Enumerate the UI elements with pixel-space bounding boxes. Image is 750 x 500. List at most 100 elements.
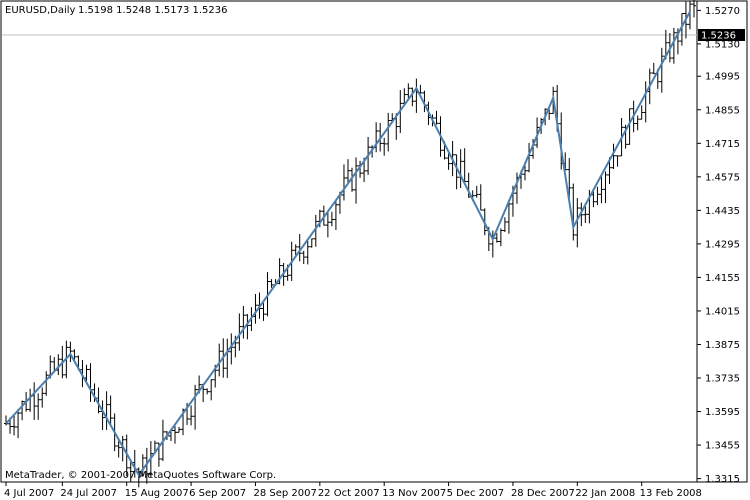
ohlc-bar [406,83,411,99]
ohlc-bar [309,238,314,248]
ohlc-bar [350,167,355,192]
price-tick-label-2: 1.4995 [705,72,740,83]
ohlc-bar [217,343,222,377]
ohlc-bar [341,164,346,201]
ohlc-bar [345,159,350,184]
ohlc-bar [325,211,330,238]
ohlc-bar [20,400,25,421]
ohlc-bar [329,211,334,227]
ohlc-bar [32,382,37,421]
ohlc-bar [402,88,407,105]
ohlc-bar [209,379,214,401]
ohlc-bar [241,306,246,339]
copyright-text: MetaTrader, © 2001-2007 MetaQuotes Softw… [5,470,276,481]
ohlc-bar [414,78,419,113]
price-tick-label-8: 1.4155 [705,273,740,284]
ohlc-bar [36,393,41,420]
ohlc-bar [293,244,298,256]
ohlc-bar [116,440,121,458]
price-tick-label-14: 1.3315 [705,474,740,485]
ohlc-bar [478,184,483,211]
current-price-label-box [698,29,745,41]
ohlc-bar [269,279,274,288]
price-tick-label-11: 1.3735 [705,374,740,385]
ohlc-bar [458,149,463,188]
ohlc-bar [12,413,17,436]
ohlc-bar [687,1,692,30]
ohlc-bar [498,228,503,247]
ohlc-bar [313,214,318,247]
ohlc-bar [434,110,439,125]
time-axis: 4 Jul 2007 24 Jul 2007 15 Aug 2007 6 Sep 20… [4,482,702,499]
ohlc-bar [104,391,109,430]
ohlc-bar [297,234,302,262]
ohlc-bar [177,427,182,433]
time-tick-label-7: 5 Dec 2007 [447,488,505,499]
ohlc-bar [354,157,359,204]
ohlc-bar [691,0,696,18]
ohlc-bar [44,371,49,396]
ohlc-bar [108,395,113,427]
price-tick-label-3: 1.4855 [705,105,740,116]
ohlc-bar [16,408,21,439]
price-tick-label-4: 1.4715 [705,139,740,150]
ohlc-bar [603,171,608,203]
ohlc-bar [205,388,210,395]
ohlc-bar [567,158,572,202]
ohlc-bar [635,115,640,131]
time-tick-label-2: 15 Aug 2007 [125,488,189,499]
ohlc-bar [454,154,459,190]
time-tick-label-3: 6 Sep 2007 [189,488,246,499]
time-tick-label-10: 13 Feb 2008 [640,488,702,499]
ohlc-bar [301,250,306,265]
ohlc-bar [172,426,177,444]
ohlc-bar [446,153,451,170]
ohlc-bar [193,384,198,430]
price-tick-label-9: 1.4015 [705,306,740,317]
ohlc-bar [535,117,540,148]
price-tick-label-5: 1.4575 [705,172,740,183]
price-tick-label-13: 1.3455 [705,441,740,452]
price-tick-label-12: 1.3595 [705,407,740,418]
time-tick-label-6: 13 Nov 2007 [382,488,446,499]
chart-symbol-label: EURUSD,Daily [5,5,76,16]
time-tick-label-4: 28 Sep 2007 [253,488,316,499]
ohlc-values: 1.5198 1.5248 1.5173 1.5236 [78,5,228,16]
ohlc-bar [651,62,656,75]
ohlc-bar [40,387,45,408]
time-tick-label-9: 22 Jan 2008 [575,488,635,499]
time-tick-label-1: 24 Jul 2007 [60,488,117,499]
ohlc-bar [245,314,250,340]
ohlc-bar [189,405,194,426]
ohlc-bar [571,183,576,241]
ohlc-bar [494,233,499,243]
ohlc-bar [679,13,684,46]
ohlc-bar [659,47,664,93]
ohlc-bar [502,217,507,232]
ohlc-bar [671,27,676,64]
ohlc-bar [333,201,338,231]
ohlc-bar [88,363,93,402]
ohlc-bar [144,447,149,484]
ohlc-bar [474,185,479,198]
ohlc-bars [4,0,696,488]
price-tick-label-0: 1.5270 [705,6,740,17]
current-price-label: 1.5236 [701,31,736,42]
ohlc-bar [140,454,145,477]
time-tick-label-8: 28 Dec 2007 [511,488,575,499]
price-tick-label-7: 1.4295 [705,239,740,250]
ohlc-bar [382,137,387,156]
ohlc-bar [639,105,644,120]
price-tick-label-6: 1.4435 [705,206,740,217]
price-axis: 1.5270 1.5130 1.4995 1.4855 1.4715 1.4575 1.44… [697,6,740,485]
ohlc-bar [506,199,511,234]
chart-frame [0,0,748,483]
ohlc-bar [68,341,73,363]
ohlc-bar [615,155,620,167]
ohlc-bar [462,148,467,183]
ohlc-bar [386,112,391,152]
price-tick-label-10: 1.3875 [705,340,740,351]
ohlc-bar [225,338,230,378]
ohlc-bar [599,175,604,204]
